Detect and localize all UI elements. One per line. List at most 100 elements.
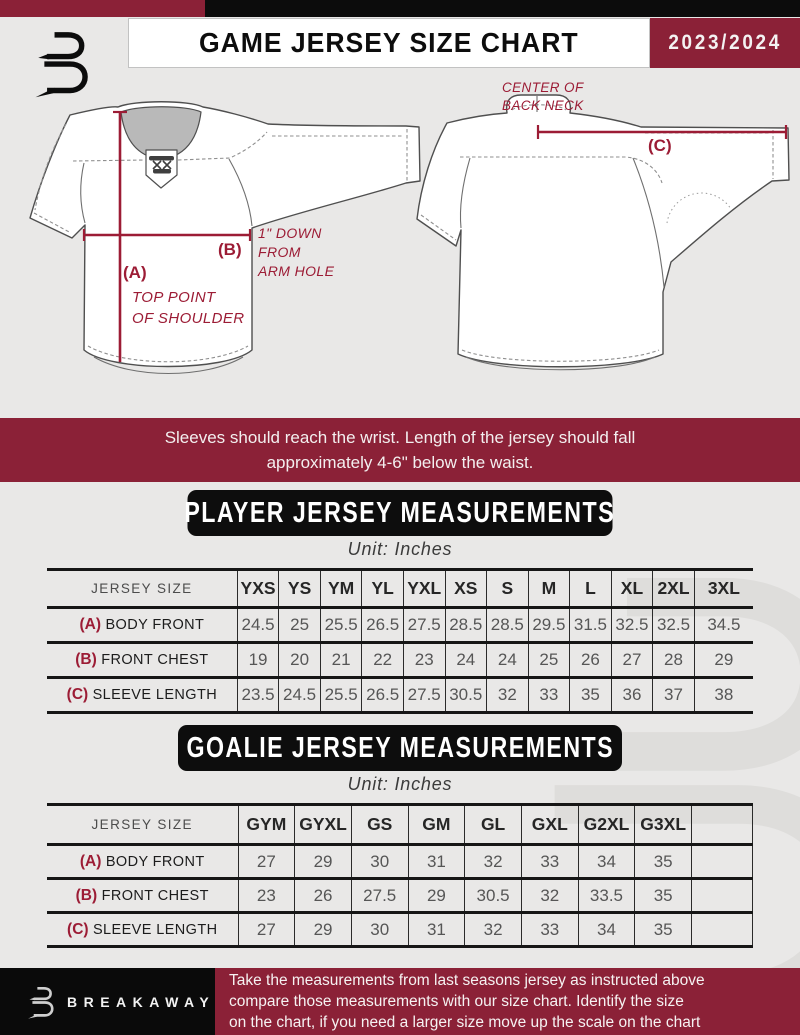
measurement-value-cell: 27 (237, 912, 295, 947)
measurement-row-label: (C) SLEEVE LENGTH (47, 913, 238, 947)
measurement-value-cell: 31.5 (569, 607, 612, 643)
footer-line1: Take the measurements from last seasons … (229, 972, 705, 989)
size-column-header: G3XL (634, 804, 692, 845)
measurement-value-cell: 35 (634, 878, 692, 913)
measurement-value-cell: 26.5 (361, 677, 404, 713)
goalie-section-header: GOALIE JERSEY MEASUREMENTS (178, 725, 622, 771)
measurement-value-cell: 32 (464, 912, 522, 947)
measurement-row: (B) FRONT CHEST 19 20 21 22 23 24 24 25 26 27 28 29 (47, 642, 753, 678)
size-column-header: GL (464, 804, 522, 845)
measurement-label: SLEEVE LENGTH (88, 921, 218, 938)
goalie-measurements-table: JERSEY SIZE GYM GYXL GS GM GL GXL G2XL G3XL (A) … (47, 803, 753, 948)
top-bar-black (205, 0, 800, 17)
size-column-header: YL (361, 569, 404, 608)
measurement-value-cell: 33 (520, 844, 579, 879)
jersey-diagrams (29, 94, 790, 374)
footer-line2: compare those measurements with our size… (229, 993, 684, 1010)
measurement-value-cell: 25.5 (319, 677, 362, 713)
measurement-value-cell: 28.5 (444, 607, 487, 643)
b-tag-label: (B) (218, 240, 242, 259)
size-column-header: 2XL (652, 569, 695, 608)
shoulder-note: TOP POINT OF SHOULDER (132, 289, 245, 327)
size-column-header: G2XL (577, 804, 635, 845)
measurement-row-label: (C) SLEEVE LENGTH (47, 678, 237, 713)
front-jersey-drawing (29, 101, 421, 374)
measurement-value-cell: 34 (577, 844, 635, 879)
player-section-header: PLAYER JERSEY MEASUREMENTS (185, 490, 614, 536)
measurement-label: BODY FRONT (101, 853, 205, 870)
goalie-table-header-row: JERSEY SIZE GYM GYXL GS GM GL GXL G2XL G3XL (47, 804, 753, 845)
fit-note-banner: Sleeves should reach the wrist. Length o… (0, 418, 800, 482)
measurement-row: (A) BODY FRONT 24.5 25 25.5 26.5 27.5 28.5 28.5… (47, 607, 753, 643)
measurement-value-cell: 19 (236, 642, 279, 678)
measurement-value-cell: 34.5 (693, 607, 753, 643)
measurement-key: (C) (66, 686, 89, 703)
measurement-value-cell: 28 (652, 642, 695, 678)
footer-instructions: Take the measurements from last seasons … (215, 968, 800, 1035)
size-column-header: GYM (237, 804, 295, 845)
size-column-header: YS (278, 569, 321, 608)
measurement-value-cell: 24.5 (278, 677, 321, 713)
measurement-label: FRONT CHEST (96, 652, 209, 668)
measurement-key: (C) (67, 920, 89, 938)
measurement-value-cell: 27.5 (402, 677, 445, 713)
measurement-value-cell: 32 (486, 677, 529, 713)
measurement-value-cell: 31 (407, 844, 465, 879)
measurement-value-cell: 35 (569, 677, 612, 713)
measurement-value-cell: 32.5 (610, 607, 653, 643)
size-column-header: L (569, 569, 612, 608)
measurement-value-cell: 32 (520, 878, 579, 913)
size-column-header: YXL (402, 569, 445, 608)
jersey-size-header: JERSEY SIZE (91, 817, 193, 832)
brand-name: BREAKAWAY (67, 993, 216, 1010)
fit-note-line1: Sleeves should reach the wrist. Length o… (164, 428, 636, 447)
size-column-header: XS (444, 569, 487, 608)
measurement-value-cell: 32.5 (652, 607, 695, 643)
measurement-value-cell: 24 (444, 642, 487, 678)
size-column-header: YM (319, 569, 362, 608)
fit-note-line2: approximately 4-6" below the waist. (266, 453, 534, 472)
size-column-header: XL (610, 569, 653, 608)
measurement-value-cell: 24 (486, 642, 529, 678)
back-jersey-drawing (416, 94, 790, 371)
a-tag-label: (A) (123, 263, 147, 282)
measurement-value-cell: 27 (237, 844, 295, 879)
measurement-value-cell (691, 912, 753, 947)
measurement-value-cell: 22 (361, 642, 404, 678)
measurement-row-label: (A) BODY FRONT (47, 845, 238, 879)
measurement-value-cell: 20 (278, 642, 321, 678)
measurement-row: (C) SLEEVE LENGTH 23.5 24.5 25.5 26.5 27.5 30.… (47, 677, 753, 713)
measurement-value-cell: 33 (520, 912, 579, 947)
measurement-value-cell: 27.5 (402, 607, 445, 643)
measurement-value-cell: 37 (652, 677, 695, 713)
measurement-value-cell: 25 (527, 642, 570, 678)
front-laces (149, 156, 174, 174)
footer-brand-block: BREAKAWAY (0, 968, 215, 1035)
measurement-key: (A) (79, 616, 102, 633)
goalie-section-title: GOALIE JERSEY MEASUREMENTS (186, 731, 614, 764)
measurement-value-cell: 33.5 (577, 878, 635, 913)
measurement-value-cell: 36 (610, 677, 653, 713)
measurement-value-cell: 35 (634, 844, 692, 879)
measurement-row: (C) SLEEVE LENGTH 27 29 30 31 32 33 34 35 (47, 912, 753, 947)
measurement-value-cell: 27 (610, 642, 653, 678)
size-column-header: GYXL (294, 804, 352, 845)
measurement-label: BODY FRONT (101, 617, 205, 633)
breakaway-footer-logo-icon (26, 986, 54, 1020)
size-column-header: YXS (236, 569, 279, 608)
player-table-header-row: JERSEY SIZE YXS YS YM YL YXL XS S M L XL 2XL 3XL (47, 569, 753, 608)
title-banner: GAME JERSEY SIZE CHART (128, 18, 650, 68)
measurement-value-cell: 29 (693, 642, 753, 678)
season-label: 2023/2024 (668, 31, 782, 54)
footer-line3: on the chart, if you need a larger size … (229, 1014, 701, 1031)
measurement-value-cell: 30.5 (464, 878, 522, 913)
measurement-value-cell: 30 (350, 912, 409, 947)
measurement-row-label: (B) FRONT CHEST (47, 643, 237, 678)
measurement-key: (B) (75, 651, 97, 668)
measurement-row-label: (B) FRONT CHEST (47, 879, 238, 913)
measurement-value-cell: 30.5 (444, 677, 487, 713)
measurement-value-cell: 35 (634, 912, 692, 947)
measurement-value-cell: 23 (402, 642, 445, 678)
size-column-header (691, 804, 753, 845)
